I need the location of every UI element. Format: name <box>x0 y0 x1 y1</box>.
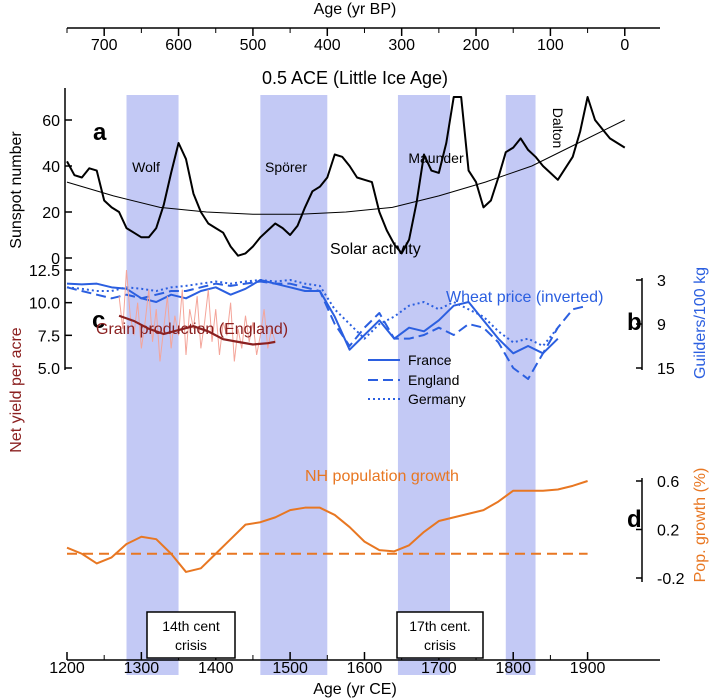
grain-ylabel: Net yield per acre <box>8 327 25 452</box>
sunspot-tick-label: 0 <box>51 251 60 268</box>
crisis-14th-line1: 14th cent <box>162 618 220 634</box>
minimum-label-maunder: Maunder <box>408 150 464 166</box>
crisis-box-14th-frame <box>146 611 236 659</box>
minimum-label-dalton: Dalton <box>550 108 566 148</box>
sunspot-tick-label: 60 <box>42 113 60 130</box>
top-tick-label: 100 <box>537 37 564 54</box>
grain-raw-line <box>118 269 276 362</box>
bottom-tick-label: 1400 <box>198 660 234 677</box>
wheat-tick-label: 3 <box>657 273 666 290</box>
plot-layer <box>66 96 626 573</box>
top-axis-label: Age (yr BP) <box>314 1 397 18</box>
population-growth-label: NH population growth <box>305 468 459 485</box>
crisis-17th-line2: crisis <box>424 637 456 653</box>
popgrowth-ylabel: Pop. growth (%) <box>692 468 709 583</box>
crisis-box-14th: 14th cent crisis <box>146 611 236 659</box>
panel-letter-d: d <box>627 506 642 533</box>
crisis-box-17th: 17th cent. crisis <box>396 611 484 659</box>
panel-letter-a: a <box>93 119 107 146</box>
top-tick-label: 400 <box>314 37 341 54</box>
wheat-legend: France England Germany <box>368 352 466 407</box>
solar-activity-label: Solar activity <box>330 241 421 258</box>
crisis-17th-line1: 17th cent. <box>409 618 471 634</box>
top-tick-label: 200 <box>463 37 490 54</box>
minimum-band-2 <box>260 95 328 675</box>
minimum-label-sporer: Spörer <box>265 159 307 175</box>
bottom-tick-label: 1500 <box>272 660 308 677</box>
crisis-14th-line2: crisis <box>175 637 207 653</box>
figure-title: 0.5 ACE (Little Ice Age) <box>262 68 448 88</box>
bottom-tick-label: 1900 <box>570 660 606 677</box>
wheat-tick-label: 15 <box>657 361 675 378</box>
wheat-ylabel: Guilders/100 kg <box>692 267 709 379</box>
wheat-line-england <box>66 280 588 380</box>
top-tick-label: 700 <box>91 37 118 54</box>
wheat-price-label: Wheat price (inverted) <box>446 289 603 306</box>
top-tick-label: 0 <box>620 37 629 54</box>
popgrowth-tick-label: 0.2 <box>657 523 679 540</box>
grain-tick-label: 12.5 <box>29 263 60 280</box>
top-tick-label: 500 <box>240 37 267 54</box>
crisis-box-17th-frame <box>396 611 484 659</box>
legend-label-england: England <box>408 372 459 388</box>
panel-letter-c: c <box>92 307 105 334</box>
legend-label-germany: Germany <box>408 391 466 407</box>
wheat-line-france <box>66 279 559 355</box>
minimum-band-4 <box>505 95 536 675</box>
popgrowth-tick-label: -0.2 <box>657 571 685 588</box>
sunspot-trend-line <box>66 119 625 215</box>
popgrowth-tick-label: 0.6 <box>657 474 679 491</box>
bottom-tick-label: 1800 <box>495 660 531 677</box>
bottom-tick-label: 1300 <box>124 660 160 677</box>
top-tick-label: 600 <box>165 37 192 54</box>
sunspot-line <box>66 96 626 257</box>
bottom-tick-label: 1700 <box>421 660 457 677</box>
bottom-axis-label: Age (yr CE) <box>313 681 397 698</box>
bottom-tick-label: 1200 <box>49 660 85 677</box>
grain-production-label: Grain production (England) <box>96 321 288 338</box>
grain-tick-label: 10.0 <box>29 296 60 313</box>
legend-label-france: France <box>408 352 452 368</box>
sunspot-tick-label: 40 <box>42 159 60 176</box>
minimum-label-wolf: Wolf <box>132 159 160 175</box>
grain-tick-label: 5.0 <box>38 361 60 378</box>
minima-bands <box>126 95 536 675</box>
grain-tick-label: 7.5 <box>38 328 60 345</box>
sunspot-ylabel: Sunspot number <box>8 131 25 249</box>
popgrowth-line <box>66 480 588 573</box>
minimum-band-1 <box>126 95 179 675</box>
wheat-tick-label: 9 <box>657 317 666 334</box>
minimum-band-3 <box>397 95 451 675</box>
top-tick-label: 300 <box>388 37 415 54</box>
sunspot-tick-label: 20 <box>42 205 60 222</box>
grain-smooth-line <box>118 314 276 346</box>
bottom-tick-label: 1600 <box>347 660 383 677</box>
panel-letter-b: b <box>627 309 642 336</box>
